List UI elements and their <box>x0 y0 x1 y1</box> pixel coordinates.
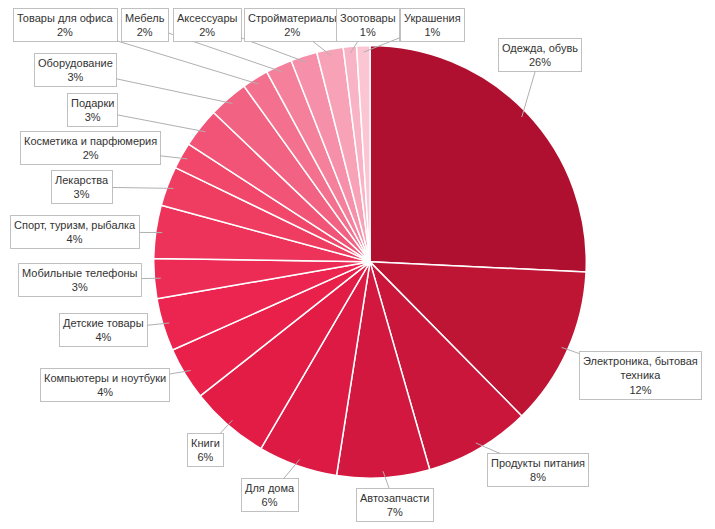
svg-text:Аксессуары2%: Аксессуары2% <box>177 12 238 38</box>
svg-text:Детские товары4%: Детские товары4% <box>63 317 144 343</box>
svg-text:Продукты питания8%: Продукты питания8% <box>491 457 585 483</box>
svg-text:Спорт, туризм, рыбалка4%: Спорт, туризм, рыбалка4% <box>14 219 136 245</box>
svg-text:Лекарства3%: Лекарства3% <box>55 174 109 200</box>
svg-text:Товары для офиса2%: Товары для офиса2% <box>17 12 114 38</box>
svg-text:Одежда, обувь26%: Одежда, обувь26% <box>502 42 578 68</box>
svg-text:Мебель2%: Мебель2% <box>125 12 165 38</box>
svg-text:Книги6%: Книги6% <box>191 437 220 463</box>
svg-text:Стройматериалы2%: Стройматериалы2% <box>248 12 337 38</box>
svg-text:Для дома6%: Для дома6% <box>245 482 295 508</box>
svg-text:Зоотовары1%: Зоотовары1% <box>340 12 396 38</box>
svg-text:Мобильные телефоны3%: Мобильные телефоны3% <box>22 267 138 293</box>
svg-text:Косметика и парфюмерия2%: Косметика и парфюмерия2% <box>24 135 157 161</box>
svg-text:Украшения1%: Украшения1% <box>404 12 461 38</box>
svg-text:Компьютеры и ноутбуки4%: Компьютеры и ноутбуки4% <box>44 372 166 398</box>
svg-text:Автозапчасти7%: Автозапчасти7% <box>360 492 430 518</box>
svg-text:Оборудование3%: Оборудование3% <box>38 57 113 83</box>
svg-text:Подарки3%: Подарки3% <box>71 97 114 123</box>
svg-text:Электроника, бытоваятехника12%: Электроника, бытоваятехника12% <box>583 355 698 396</box>
